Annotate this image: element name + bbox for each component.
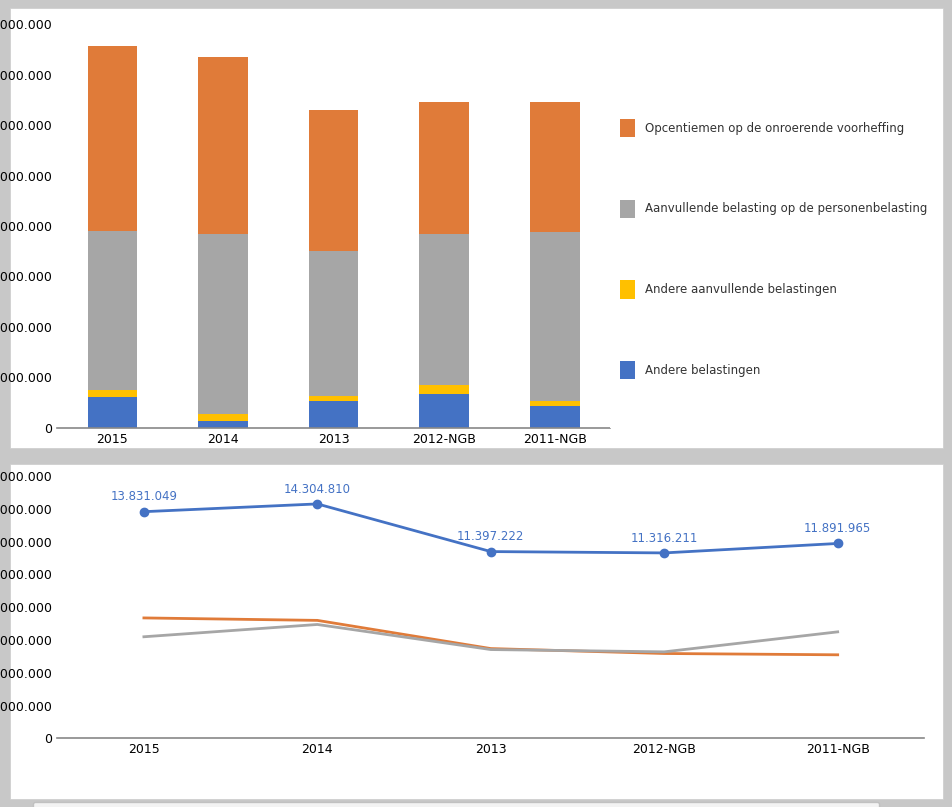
Bar: [88, 46, 137, 231]
Bar: [308, 110, 358, 251]
Text: Andere aanvullende belastingen: Andere aanvullende belastingen: [645, 283, 836, 296]
Bar: [198, 57, 248, 233]
Text: Aanvullende belasting op de personenbelasting: Aanvullende belasting op de personenbela…: [645, 203, 926, 215]
Bar: [88, 390, 137, 398]
Bar: [198, 233, 248, 414]
Bar: [529, 102, 579, 232]
Bar: [529, 406, 579, 428]
Bar: [308, 396, 358, 401]
Text: Andere belastingen: Andere belastingen: [645, 364, 760, 377]
Text: 11.891.965: 11.891.965: [803, 522, 870, 535]
Bar: [619, 362, 634, 379]
Text: 14.304.810: 14.304.810: [284, 483, 350, 495]
Bar: [308, 401, 358, 428]
Bar: [198, 414, 248, 421]
Bar: [619, 200, 634, 218]
Legend: Aanvullende belastingen, Opcentiemen op de onroerende voorheffing, Aanvullende b: Aanvullende belastingen, Opcentiemen op …: [33, 802, 879, 807]
Bar: [419, 233, 468, 385]
Bar: [198, 421, 248, 428]
Bar: [88, 398, 137, 428]
Text: 13.831.049: 13.831.049: [110, 491, 177, 504]
Bar: [529, 232, 579, 401]
Bar: [619, 119, 634, 137]
Bar: [529, 401, 579, 406]
Bar: [419, 385, 468, 394]
Text: 11.316.211: 11.316.211: [630, 532, 697, 545]
Text: Opcentiemen op de onroerende voorheffing: Opcentiemen op de onroerende voorheffing: [645, 122, 903, 135]
Bar: [308, 251, 358, 396]
Bar: [419, 394, 468, 428]
Bar: [419, 102, 468, 233]
Text: 11.397.222: 11.397.222: [457, 530, 524, 543]
Bar: [619, 281, 634, 299]
Bar: [88, 231, 137, 390]
